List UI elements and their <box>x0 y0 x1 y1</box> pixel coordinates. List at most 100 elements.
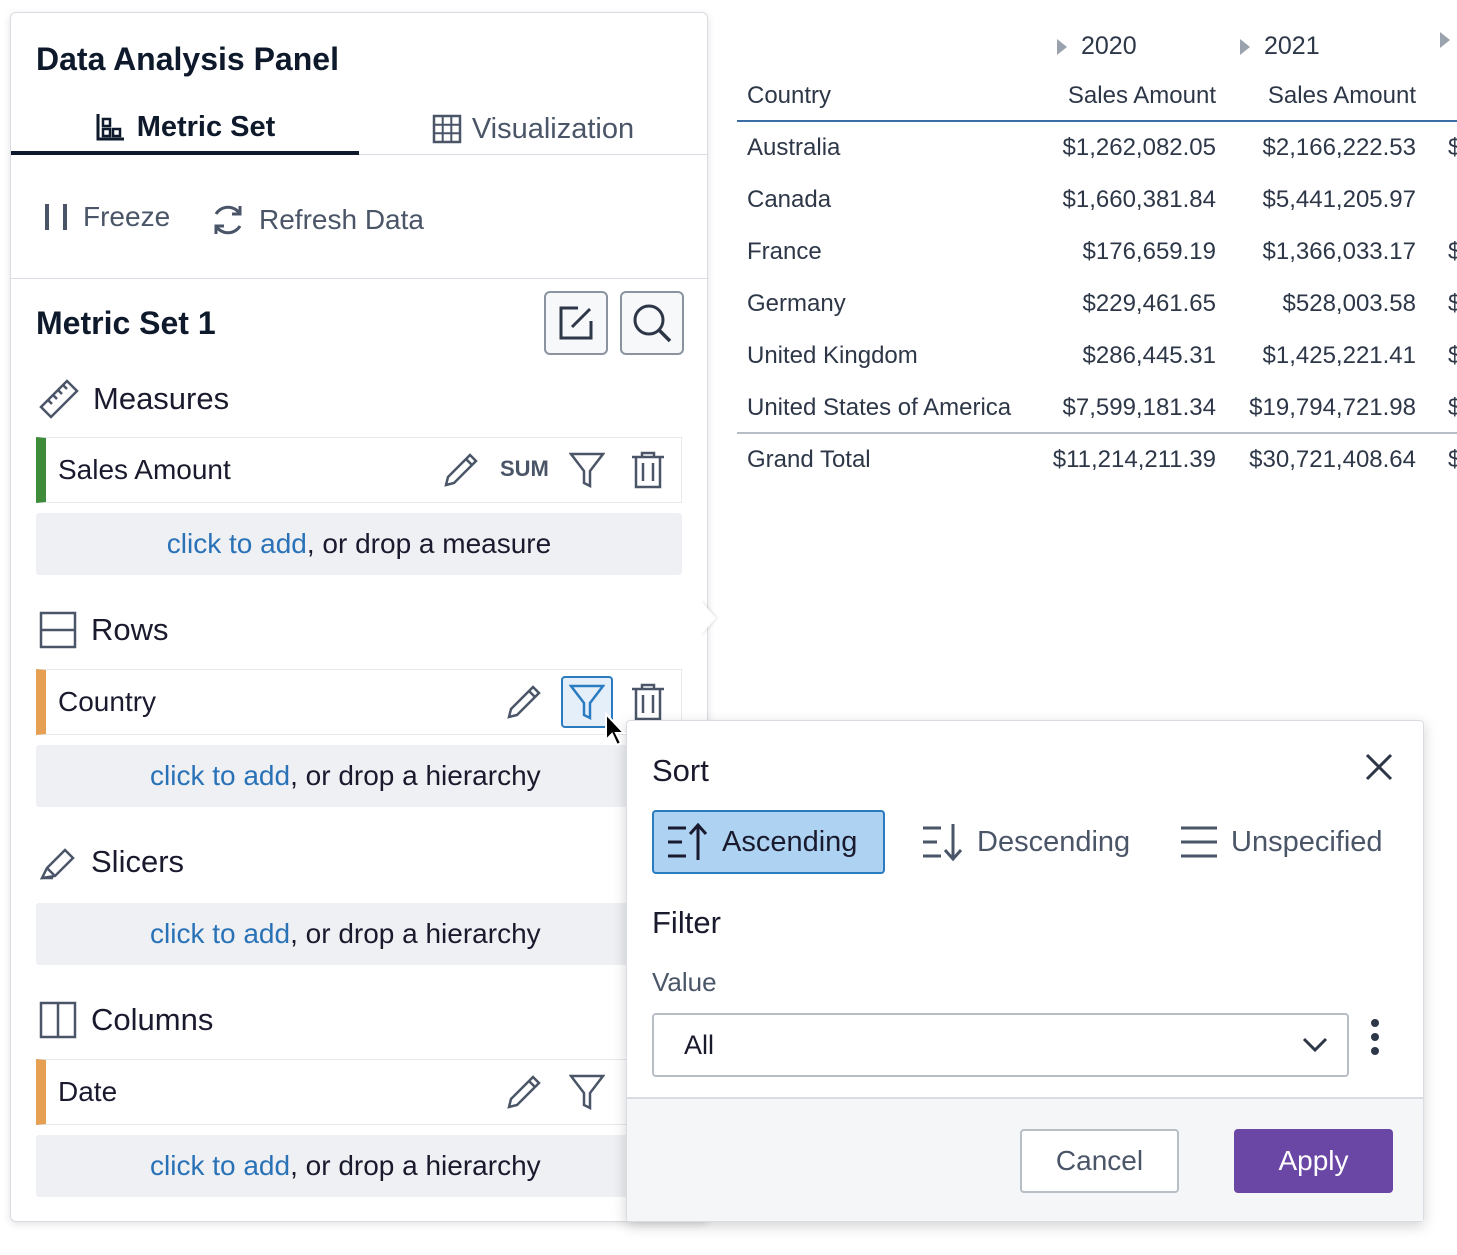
edit-metric-set-button[interactable] <box>544 291 608 355</box>
value-cell: $1,366,033.17 <box>1262 238 1416 265</box>
sort-descending-button[interactable]: Descending <box>921 810 1130 874</box>
filter-icon <box>569 1074 605 1111</box>
edit-column-button[interactable] <box>502 1070 546 1114</box>
slicers-drop-zone[interactable]: click to add , or drop a hierarchy <box>36 903 682 965</box>
value-cell: $11,214,211.39 <box>1052 446 1216 473</box>
columns-click-to-add-link[interactable]: click to add <box>150 1150 291 1181</box>
rows-click-to-add-link[interactable]: click to add <box>150 760 291 791</box>
sort-descending-icon <box>923 824 963 862</box>
pivot-table: 2020 2021 Country Sales Amount Sales Amo… <box>737 0 1457 500</box>
edit-row-button[interactable] <box>502 680 546 724</box>
rows-drop-zone[interactable]: click to add , or drop a hierarchy <box>36 745 682 807</box>
columns-label: Columns <box>91 1002 214 1037</box>
year-header-2020[interactable]: 2020 <box>1057 32 1137 61</box>
close-icon[interactable] <box>1363 751 1395 783</box>
measure-field-label: Sales Amount <box>58 454 231 485</box>
measures-section-header: Measures <box>39 379 229 419</box>
grid-icon <box>432 114 462 144</box>
rows-drop-text: , or drop a hierarchy <box>290 760 541 791</box>
value-cell: $1,425,221.41 <box>1262 342 1416 369</box>
expand-triangle-icon <box>1057 38 1067 55</box>
cancel-button[interactable]: Cancel <box>1020 1129 1179 1193</box>
panel-title: Data Analysis Panel <box>36 41 339 77</box>
pencil-icon <box>444 453 478 487</box>
edit-measure-button[interactable] <box>439 448 483 492</box>
value-cell-cut: $ <box>1448 342 1457 369</box>
sort-unspecified-button[interactable]: Unspecified <box>1179 810 1383 874</box>
ruler-icon <box>39 379 79 419</box>
value-cell: $7,599,181.34 <box>1062 394 1216 421</box>
year-header-next[interactable] <box>1440 32 1457 48</box>
slicers-section-header: Slicers <box>39 843 184 881</box>
total-divider <box>737 432 1457 434</box>
trash-icon <box>632 683 664 721</box>
column-field-date[interactable]: Date <box>36 1059 682 1125</box>
metric-set-icon <box>96 114 124 141</box>
value-cell: $229,461.65 <box>1082 290 1216 317</box>
refresh-data-label: Refresh Data <box>259 204 424 235</box>
value-cell: $1,660,381.84 <box>1062 186 1216 213</box>
year-label: 2020 <box>1081 32 1137 60</box>
more-options-icon[interactable] <box>1367 1017 1383 1057</box>
pencil-icon <box>507 1075 541 1109</box>
slicers-label: Slicers <box>91 844 185 879</box>
value-select[interactable]: All <box>652 1013 1349 1077</box>
expand-triangle-icon <box>1240 38 1250 55</box>
value-cell: $286,445.31 <box>1082 342 1216 369</box>
table-row: Germany $229,461.65 $528,003.58 $ <box>737 290 1457 342</box>
value-cell: $30,721,408.64 <box>1249 446 1416 473</box>
table-row: France $176,659.19 $1,366,033.17 $ <box>737 238 1457 290</box>
expand-triangle-icon <box>1440 32 1450 48</box>
grand-total-row: Grand Total $11,214,211.39 $30,721,408.6… <box>737 446 1457 498</box>
row-field-country[interactable]: Country <box>36 669 682 735</box>
measure-field-sales-amount[interactable]: Sales Amount SUM <box>36 437 682 503</box>
pause-icon <box>45 204 67 230</box>
column-header-country[interactable]: Country <box>747 82 832 109</box>
sort-title: Sort <box>652 753 709 788</box>
value-cell: $2,166,222.53 <box>1262 134 1416 161</box>
filter-column-button[interactable] <box>565 1070 609 1114</box>
column-header-sales-2021[interactable]: Sales Amount <box>1267 82 1416 109</box>
value-cell-cut: $ <box>1448 446 1457 473</box>
sort-ascending-button[interactable]: Ascending <box>652 810 885 874</box>
measures-click-to-add-link[interactable]: click to add <box>166 528 307 559</box>
grand-total-label: Grand Total <box>747 446 871 473</box>
popup-footer: Cancel Apply <box>627 1097 1423 1221</box>
metric-set-title: Metric Set 1 <box>36 305 216 341</box>
row-field-label: Country <box>58 686 157 717</box>
filter-row-button[interactable] <box>561 676 613 728</box>
delete-row-button[interactable] <box>626 680 670 724</box>
tab-metric-set[interactable]: Metric Set <box>11 103 359 155</box>
measures-drop-zone[interactable]: click to add , or drop a measure <box>36 513 682 575</box>
value-cell: $19,794,721.98 <box>1249 394 1416 421</box>
value-cell: $528,003.58 <box>1282 290 1416 317</box>
search-metric-set-button[interactable] <box>620 291 684 355</box>
value-cell: $1,262,082.05 <box>1062 134 1216 161</box>
refresh-data-button[interactable]: Refresh Data <box>209 201 424 239</box>
sort-ascending-icon <box>668 822 708 860</box>
aggregation-sum-button[interactable]: SUM <box>500 456 549 481</box>
sort-ascending-label: Ascending <box>722 825 858 858</box>
filter-measure-button[interactable] <box>565 448 609 492</box>
value-cell-cut: $ <box>1448 238 1457 265</box>
table-row: United Kingdom $286,445.31 $1,425,221.41… <box>737 342 1457 394</box>
rows-icon <box>39 611 77 649</box>
slicers-click-to-add-link[interactable]: click to add <box>150 918 291 949</box>
mouse-cursor-icon <box>605 712 627 747</box>
hamburger-icon <box>1181 826 1217 858</box>
column-header-sales-2020[interactable]: Sales Amount <box>1067 82 1216 109</box>
year-header-2021[interactable]: 2021 <box>1240 32 1320 61</box>
value-cell-cut: $ <box>1448 134 1457 161</box>
country-cell: United Kingdom <box>747 342 918 369</box>
apply-button[interactable]: Apply <box>1234 1129 1393 1193</box>
tab-visualization[interactable]: Visualization <box>359 103 707 155</box>
columns-drop-zone[interactable]: click to add , or drop a hierarchy <box>36 1135 682 1197</box>
freeze-button[interactable]: Freeze <box>41 201 170 233</box>
edit-box-icon <box>559 306 593 340</box>
tab-visualization-label: Visualization <box>471 112 635 145</box>
header-divider <box>737 120 1457 122</box>
table-row: United States of America $7,599,181.34 $… <box>737 394 1457 446</box>
rows-section-header: Rows <box>39 611 169 649</box>
delete-measure-button[interactable] <box>626 448 670 492</box>
refresh-icon <box>214 205 242 235</box>
